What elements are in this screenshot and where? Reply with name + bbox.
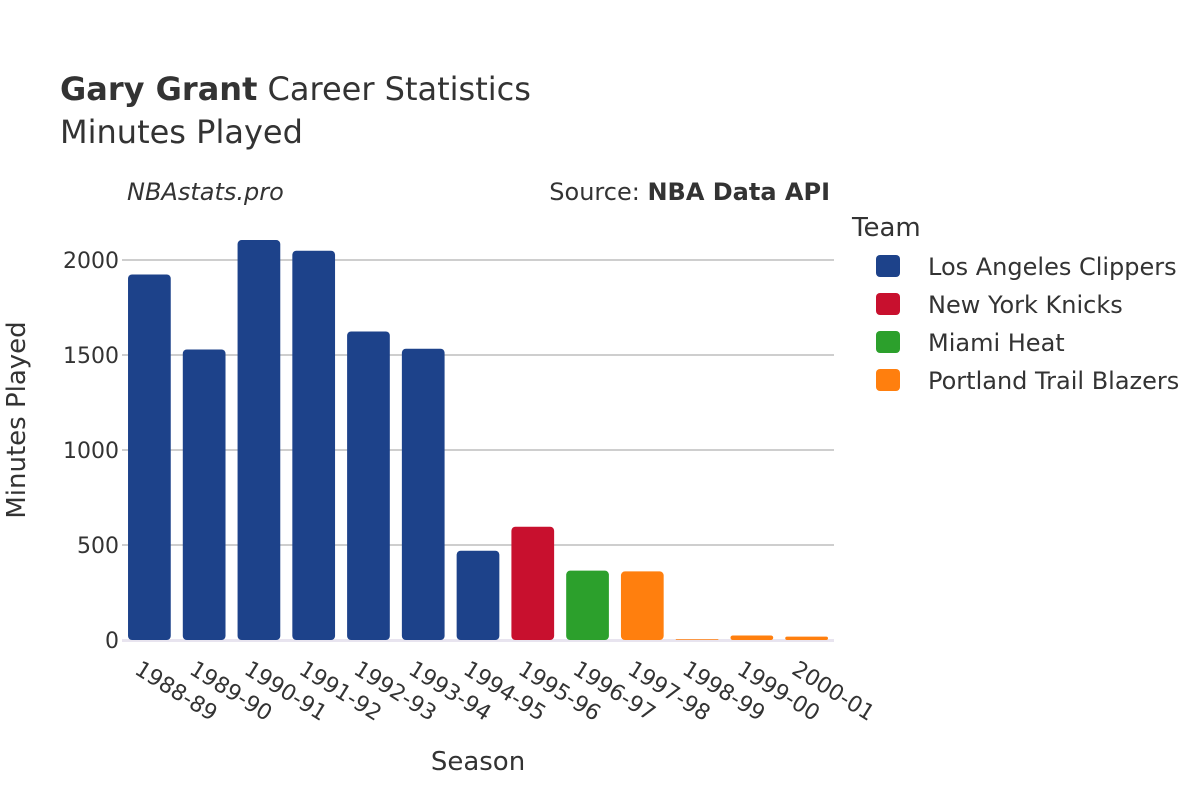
chart-title: Gary Grant Career Statistics [60,70,531,108]
bar-series [128,240,828,641]
bar-1998-99 [675,639,719,640]
bar-1994-95 [456,550,500,640]
site-credit: NBAstats.pro [127,178,284,206]
x-axis-title: Season [431,747,525,777]
bar-1988-89 [128,274,171,640]
bar-1990-91 [237,240,281,641]
legend-item-label: New York Knicks [928,291,1123,319]
legend-swatch [876,369,900,391]
bar-1992-93 [347,331,390,640]
bar-1995-96 [511,526,555,640]
y-axis-title: Minutes Played [2,321,32,518]
legend-item-label: Los Angeles Clippers [928,253,1177,281]
bar-1993-94 [401,348,445,640]
chart-title-player: Gary Grant [60,70,257,108]
bar-1991-92 [292,250,336,640]
bar-1999-00 [730,635,774,640]
source-credit: Source: NBA Data API [549,178,830,206]
y-tick-label: 500 [77,534,119,559]
legend: Team Los Angeles Clippers New York Knicks… [851,213,1179,395]
bar-1997-98 [620,571,664,640]
y-tick-label: 2000 [63,249,119,274]
chart-subtitle: Minutes Played [60,113,303,151]
bar-1989-90 [182,349,226,640]
y-tick-label: 1500 [63,344,119,369]
source-label: Source: [549,178,647,206]
chart-title-rest: Career Statistics [257,70,531,108]
y-axis-ticks: 0 500 1000 1500 2000 [63,249,119,654]
x-axis-ticks: 1988-891989-901990-911991-921992-931993-… [130,657,878,727]
legend-item-label: Miami Heat [928,329,1065,357]
source-name: NBA Data API [647,178,830,206]
legend-swatch [876,331,900,353]
bar-2000-01 [785,636,828,640]
legend-title: Team [851,213,921,243]
legend-item-label: Portland Trail Blazers [928,367,1179,395]
y-tick-label: 1000 [63,439,119,464]
legend-swatch [876,255,900,277]
y-tick-label: 0 [105,629,119,654]
bar-1996-97 [566,570,609,640]
legend-swatch [876,293,900,315]
